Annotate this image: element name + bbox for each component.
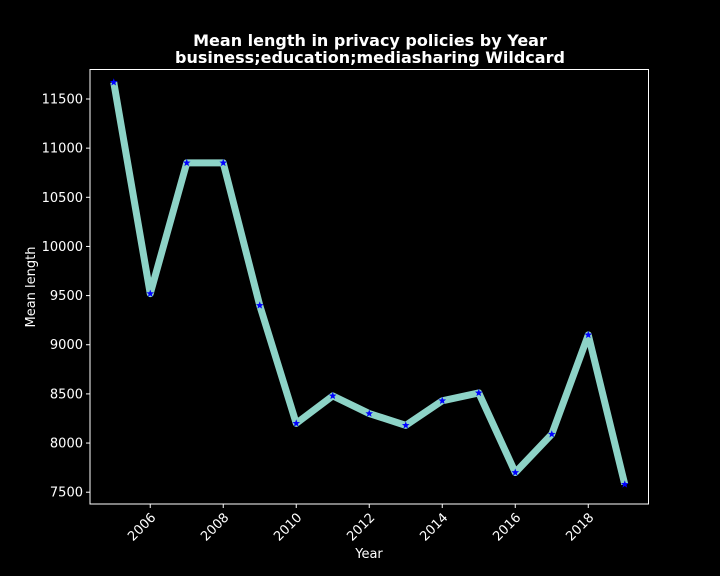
y-tick-label: 7500 (50, 486, 83, 501)
data-point-marker (365, 409, 374, 417)
data-point-marker (547, 430, 556, 438)
data-point-marker (620, 480, 629, 488)
data-point-marker (146, 289, 155, 297)
y-tick-label: 11000 (42, 142, 83, 157)
chart-title: Mean length in privacy policies by Year (193, 31, 547, 50)
y-tick-label: 11500 (42, 92, 83, 107)
y-tick-label: 8000 (50, 437, 83, 452)
y-tick-label: 9000 (50, 338, 83, 353)
y-tick-label: 8500 (50, 387, 83, 402)
data-point-marker (255, 301, 264, 309)
data-point-marker (109, 78, 118, 86)
data-point-marker (219, 158, 228, 167)
data-point-marker (511, 468, 520, 476)
series-group (109, 78, 629, 488)
data-point-marker (328, 391, 337, 400)
data-point-marker (292, 419, 301, 427)
y-tick-label: 10000 (42, 240, 83, 255)
x-axis-label: Year (354, 547, 383, 562)
y-axis: 7500 8000 8500 9000 9500 10000 10500 11000 11500 (42, 92, 90, 501)
data-point-marker (401, 421, 410, 429)
data-point-marker (182, 158, 191, 167)
y-axis-label: Mean length (24, 247, 39, 328)
data-point-marker (584, 330, 593, 339)
y-tick-label: 10500 (42, 191, 83, 206)
data-point-marker (474, 388, 483, 397)
data-point-marker (438, 396, 447, 405)
y-tick-label: 9500 (50, 289, 83, 304)
chart-subtitle: business;education;mediasharing Wildcard (175, 48, 565, 67)
